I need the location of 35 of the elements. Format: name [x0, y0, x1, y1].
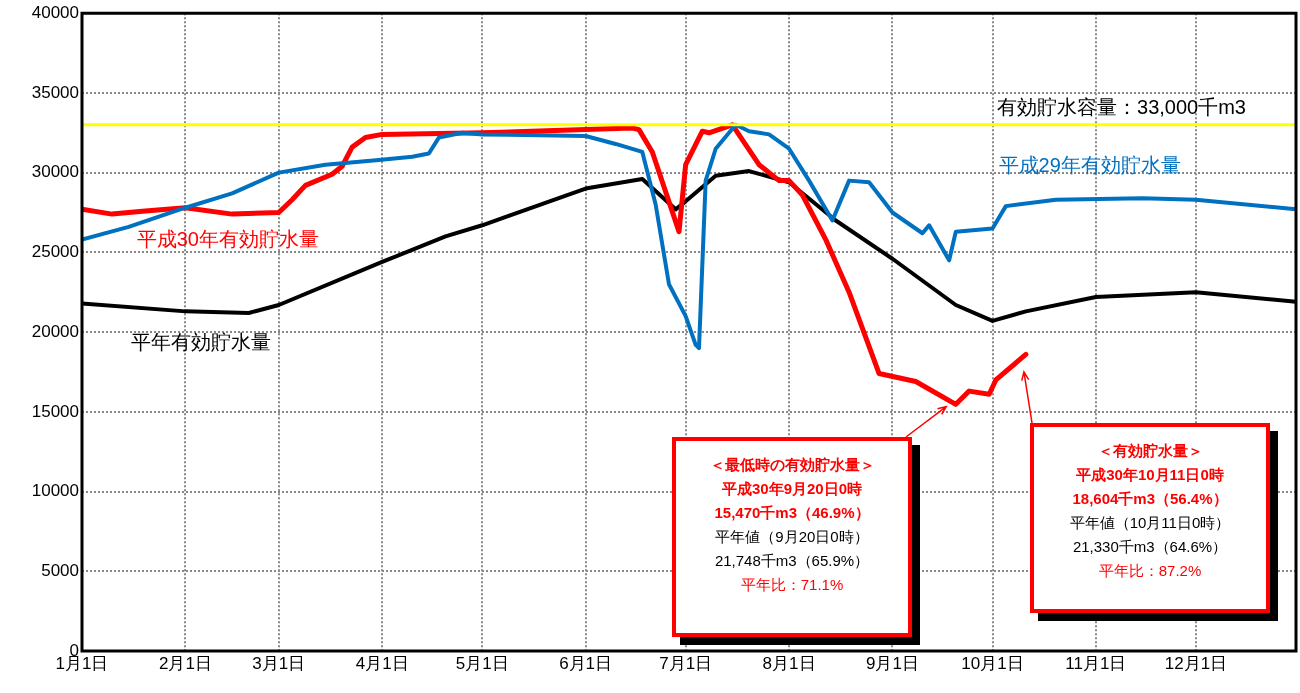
annotation: 21,330千m3（64.6%） — [1071, 537, 1229, 557]
annotation: 18,604千m3（56.4%） — [1071, 489, 1229, 509]
x-tick-label: 2月1日 — [158, 653, 212, 673]
x-tick-label: 12月1日 — [1164, 653, 1228, 673]
y-tick-label: 25000 — [31, 242, 79, 262]
annotation: 21,748千m3（65.9%） — [713, 551, 871, 571]
x-tick-label: 6月1日 — [559, 653, 613, 673]
annotation: 平年比：87.2% — [1097, 561, 1203, 581]
y-tick-label: 15000 — [31, 401, 79, 421]
x-tick-label: 3月1日 — [252, 653, 306, 673]
y-tick-label: 30000 — [31, 162, 79, 182]
y-tick-label: 5000 — [41, 560, 79, 580]
x-tick-label: 10月1日 — [961, 653, 1024, 673]
annotation: ＜最低時の有効貯水量＞ — [708, 455, 876, 475]
annotation: 平年値（10月11日0時） — [1068, 513, 1232, 533]
x-tick-label: 5月1日 — [455, 653, 509, 673]
y-tick-label: 35000 — [31, 82, 79, 102]
ref-line-label: 有効貯水容量：33,000千m3 — [997, 96, 1246, 119]
annotation: 平成30年9月20日0時 — [720, 479, 864, 499]
x-tick-label: 4月1日 — [355, 653, 409, 673]
series-label: 平成30年有効貯水量 — [136, 226, 319, 252]
y-tick-label: 10000 — [31, 481, 79, 501]
x-tick-label: 11月1日 — [1065, 653, 1127, 673]
series-label: 平成29年有効貯水量 — [998, 153, 1181, 179]
annotation: 平成30年10月11日0時 — [1075, 465, 1225, 485]
y-tick-label: 20000 — [31, 321, 79, 341]
annotation: ＜有効貯水量＞ — [1096, 441, 1204, 461]
annotation: 平年比：71.1% — [739, 575, 845, 595]
annotation: 15,470千m3（46.9%） — [713, 503, 871, 523]
series-label: 平年有効貯水量 — [130, 330, 271, 356]
x-tick-label: 8月1日 — [762, 653, 816, 673]
annotation: 平年値（9月20日0時） — [714, 527, 870, 547]
y-tick-label: 40000 — [31, 2, 79, 22]
x-tick-label: 9月1日 — [865, 653, 919, 673]
x-tick-label: 7月1日 — [659, 653, 713, 673]
